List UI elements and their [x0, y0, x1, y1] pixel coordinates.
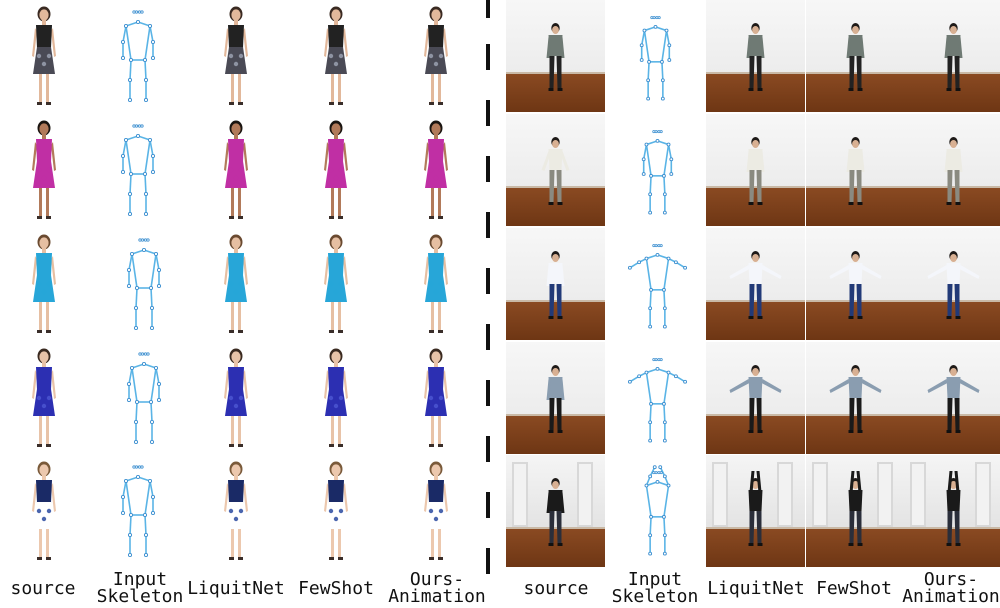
fashion-row3-ours-image	[388, 228, 484, 340]
fashion-row1-liquitnet-image	[188, 0, 284, 112]
label-right-fewshot: FewShot	[806, 568, 902, 608]
label-left-input-skeleton: Input Skeleton	[92, 568, 188, 608]
video-row1-skeleton-image	[606, 0, 705, 112]
fashion-row2-liquitnet-image	[188, 114, 284, 226]
fashion-row2-skeleton-image	[90, 114, 186, 226]
video-row3-fewshot-image	[806, 228, 905, 340]
video-row4-liquitnet-image	[706, 342, 805, 454]
label-line1: source	[10, 577, 76, 599]
video-row5-skeleton-image	[606, 455, 705, 567]
label-line1: Input	[112, 569, 168, 590]
fashion-row3-source-image	[0, 228, 96, 340]
label-right-liquitnet: LiquitNet	[706, 568, 806, 608]
fashion-row1-fewshot-image	[288, 0, 384, 112]
video-row4-source-image	[506, 342, 605, 454]
label-line1: FewShot	[816, 577, 892, 599]
video-row1-source-image	[506, 0, 605, 112]
label-left-ours-animation: Ours- Animation	[388, 568, 486, 608]
video-row3-ours-image	[904, 228, 1000, 340]
video-row5-liquitnet-image	[706, 455, 805, 567]
label-line1: source	[523, 577, 589, 599]
fashion-row1-source-image	[0, 0, 96, 112]
fashion-row2-ours-image	[388, 114, 484, 226]
label-left-source: source	[0, 568, 86, 608]
fashion-row5-fewshot-image	[288, 455, 384, 567]
label-line1: FewShot	[298, 577, 374, 599]
label-line2: Animation	[388, 586, 486, 607]
fashion-row4-ours-image	[388, 342, 484, 454]
fashion-row2-fewshot-image	[288, 114, 384, 226]
video-row2-ours-image	[904, 114, 1000, 226]
fashion-row4-source-image	[0, 342, 96, 454]
label-line1: Ours-	[409, 569, 465, 590]
fashion-row3-skeleton-image	[90, 228, 186, 340]
video-row3-source-image	[506, 228, 605, 340]
fashion-row3-liquitnet-image	[188, 228, 284, 340]
fashion-row4-fewshot-image	[288, 342, 384, 454]
fashion-row2-source-image	[0, 114, 96, 226]
label-line2: Animation	[902, 586, 1000, 607]
fashion-row1-skeleton-image	[90, 0, 186, 112]
video-row4-skeleton-image	[606, 342, 705, 454]
label-right-ours-animation: Ours- Animation	[902, 568, 1000, 608]
label-line1: LiquitNet	[187, 577, 285, 599]
label-right-source: source	[506, 568, 606, 608]
label-line1: Input	[627, 569, 683, 590]
fashion-row5-source-image	[0, 455, 96, 567]
video-row3-skeleton-image	[606, 228, 705, 340]
video-row1-ours-image	[904, 0, 1000, 112]
video-row2-fewshot-image	[806, 114, 905, 226]
label-right-input-skeleton: Input Skeleton	[606, 568, 704, 608]
label-left-liquitnet: LiquitNet	[186, 568, 286, 608]
fashion-row4-skeleton-image	[90, 342, 186, 454]
fashion-row5-liquitnet-image	[188, 455, 284, 567]
fashion-row4-liquitnet-image	[188, 342, 284, 454]
video-row1-fewshot-image	[806, 0, 905, 112]
label-line2: Skeleton	[96, 586, 184, 607]
video-row4-ours-image	[904, 342, 1000, 454]
video-row2-liquitnet-image	[706, 114, 805, 226]
fashion-row1-ours-image	[388, 0, 484, 112]
label-left-fewshot: FewShot	[290, 568, 382, 608]
video-row2-source-image	[506, 114, 605, 226]
video-row5-ours-image	[904, 455, 1000, 567]
label-line2: Skeleton	[611, 586, 699, 607]
label-line1: LiquitNet	[707, 577, 805, 599]
video-row4-fewshot-image	[806, 342, 905, 454]
video-row3-liquitnet-image	[706, 228, 805, 340]
fashion-row3-fewshot-image	[288, 228, 384, 340]
video-row5-source-image	[506, 455, 605, 567]
label-line1: Ours-	[923, 569, 979, 590]
video-row5-fewshot-image	[806, 455, 905, 567]
video-row2-skeleton-image	[606, 114, 705, 226]
fashion-row5-ours-image	[388, 455, 484, 567]
dashed-divider	[486, 0, 490, 608]
fashion-row5-skeleton-image	[90, 455, 186, 567]
video-row1-liquitnet-image	[706, 0, 805, 112]
